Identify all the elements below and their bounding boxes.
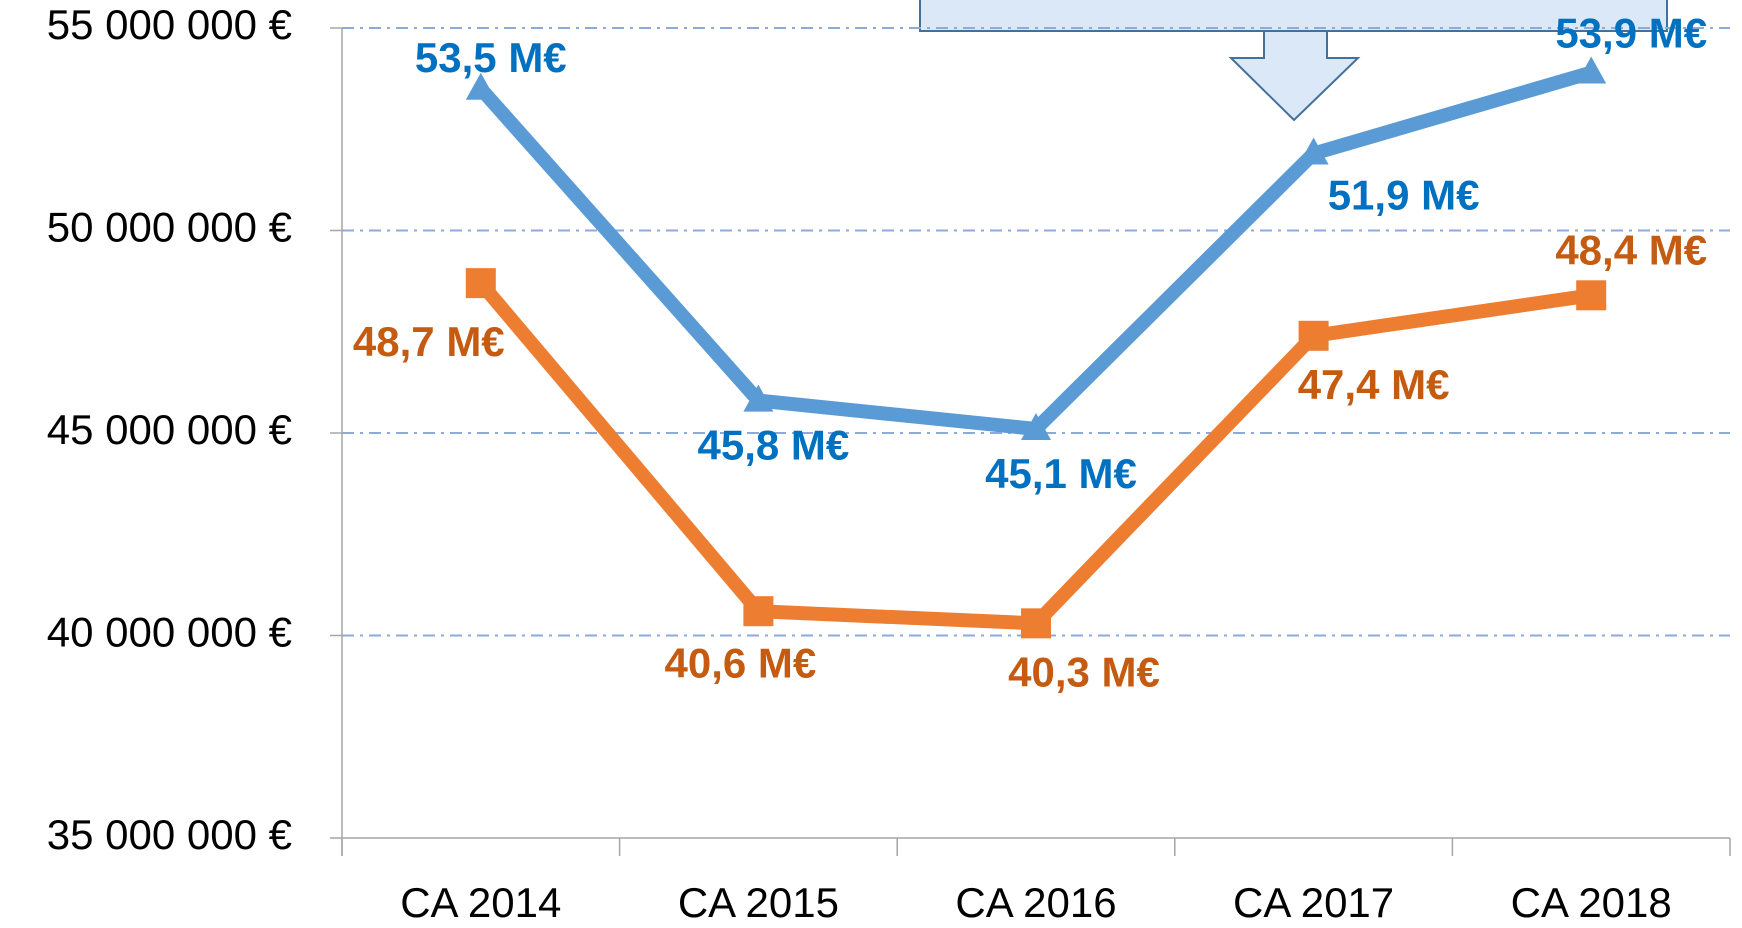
marker [465,268,496,299]
x-tick-label: CA 2015 [678,879,839,926]
data-label: 45,1 M€ [985,450,1137,497]
x-tick-label: CA 2018 [1511,879,1672,926]
data-label: 53,9 M€ [1555,10,1707,57]
y-tick-label: 40 000 000 € [47,609,292,656]
x-tick-label: CA 2017 [1233,879,1394,926]
y-tick-label: 50 000 000 € [47,204,292,251]
marker [1576,56,1607,84]
data-label: 51,9 M€ [1328,172,1480,219]
y-tick-label: 55 000 000 € [47,1,292,48]
data-label: 45,8 M€ [698,422,850,469]
marker [1576,280,1607,311]
y-tick-label: 35 000 000 € [47,811,292,858]
marker [743,596,774,627]
data-label: 48,4 M€ [1555,226,1707,273]
marker [1298,320,1329,351]
y-tick-label: 45 000 000 € [47,406,292,453]
x-tick-label: CA 2014 [400,879,561,926]
callout-box [919,0,1668,32]
marker [465,72,496,100]
marker [1021,412,1051,440]
data-label: 53,5 M€ [415,34,567,81]
callout-arrow [1228,30,1361,122]
x-tick-label: CA 2016 [955,879,1116,926]
data-label: 47,4 M€ [1298,361,1450,408]
marker [1021,608,1051,639]
data-label: 48,7 M€ [353,318,505,365]
data-label: 40,6 M€ [665,639,817,686]
marker [743,384,774,412]
data-label: 40,3 M€ [1008,648,1160,695]
marker [1298,137,1329,165]
